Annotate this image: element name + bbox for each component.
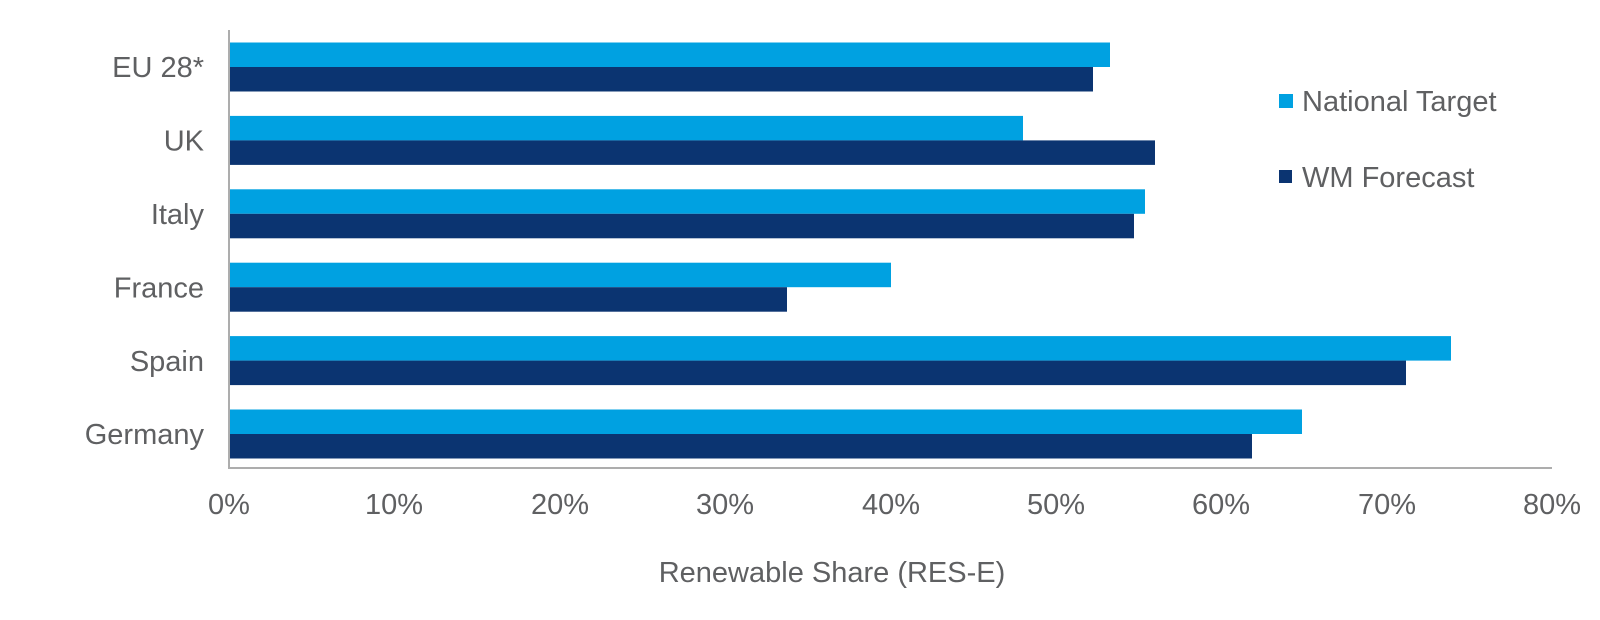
svg-text:Spain: Spain bbox=[130, 346, 204, 378]
svg-text:10%: 10% bbox=[365, 489, 423, 521]
svg-text:60%: 60% bbox=[1192, 489, 1250, 521]
svg-text:0%: 0% bbox=[208, 489, 250, 521]
svg-text:UK: UK bbox=[164, 126, 205, 158]
svg-text:Italy: Italy bbox=[151, 199, 205, 231]
svg-text:Renewable Share (RES-E): Renewable Share (RES-E) bbox=[659, 557, 1006, 589]
svg-text:France: France bbox=[114, 273, 204, 305]
svg-text:30%: 30% bbox=[696, 489, 754, 521]
svg-text:WM Forecast: WM Forecast bbox=[1302, 162, 1474, 194]
svg-text:70%: 70% bbox=[1358, 489, 1416, 521]
svg-text:EU 28*: EU 28* bbox=[112, 52, 204, 84]
svg-text:National Target: National Target bbox=[1302, 86, 1497, 118]
svg-text:40%: 40% bbox=[862, 489, 920, 521]
svg-text:80%: 80% bbox=[1523, 489, 1581, 521]
svg-text:50%: 50% bbox=[1027, 489, 1085, 521]
svg-text:20%: 20% bbox=[531, 489, 589, 521]
svg-text:Germany: Germany bbox=[85, 419, 205, 451]
